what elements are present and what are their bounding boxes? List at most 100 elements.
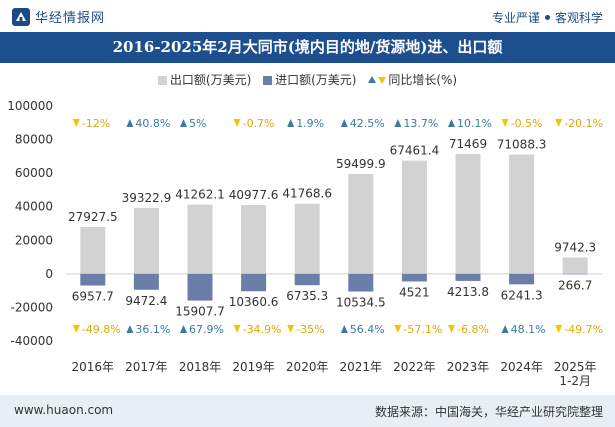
export-yoy-label: 10.1% (457, 117, 492, 130)
legend-yoy-label: 同比增长(%) (388, 73, 458, 87)
export-yoy-label: 5% (189, 117, 206, 130)
import-value-label: 15907.7 (175, 305, 225, 319)
export-bar (455, 153, 481, 274)
brand-name: 华经情报网 (35, 11, 106, 26)
import-bar (241, 273, 267, 292)
export-value-label: 39322.9 (122, 191, 172, 205)
footer-url[interactable]: www.huaon.com (14, 403, 114, 417)
yoy-down-triangle-icon (394, 325, 402, 333)
import-yoy-label: -34.9% (243, 323, 282, 336)
import-swatch-icon (263, 76, 273, 85)
x-tick-label: 1-2月 (559, 374, 591, 388)
down-triangle-icon (378, 77, 387, 84)
y-tick-label: 100000 (7, 99, 53, 113)
yoy-up-triangle-icon (180, 325, 187, 333)
import-value-label: 6957.7 (72, 290, 114, 304)
import-bar (187, 273, 213, 301)
export-bar (509, 154, 535, 274)
chart-legend: 出口额(万美元) 进口额(万美元) 同比增长(%) (0, 71, 615, 88)
export-yoy-label: 13.7% (403, 117, 438, 130)
export-swatch-icon (157, 76, 167, 85)
x-tick-label: 2022年 (393, 360, 436, 374)
import-value-label: 9472.4 (125, 294, 167, 308)
yoy-down-triangle-icon (72, 325, 80, 333)
y-tick-label: 60000 (15, 166, 53, 180)
x-tick-label: 2019年 (232, 360, 275, 374)
import-value-label: 10534.5 (336, 296, 386, 310)
yoy-up-triangle-icon (394, 119, 402, 127)
import-bar (133, 273, 159, 290)
yoy-down-triangle-icon (448, 325, 455, 333)
export-yoy-label: 42.5% (350, 117, 385, 130)
yoy-down-triangle-icon (233, 119, 241, 127)
yoy-up-triangle-icon (501, 325, 509, 333)
yoy-down-triangle-icon (72, 119, 80, 127)
yoy-down-triangle-icon (233, 325, 241, 333)
import-bar (509, 273, 535, 285)
legend-yoy[interactable]: 同比增长(%) (368, 71, 457, 88)
export-bar (401, 160, 427, 274)
yoy-down-triangle-icon (555, 119, 563, 127)
export-bar (562, 257, 588, 274)
yoy-up-triangle-icon (287, 119, 295, 127)
import-value-label: 6735.3 (286, 289, 328, 303)
export-yoy-label: 40.8% (135, 117, 170, 130)
legend-import-label: 进口额(万美元) (275, 73, 357, 87)
import-yoy-label: 36.1% (135, 323, 170, 336)
export-yoy-label: -12% (82, 117, 110, 130)
import-yoy-label: -35% (296, 323, 324, 336)
export-bar (294, 203, 320, 274)
x-tick-label: 2016年 (72, 360, 115, 374)
chart-title: 2016-2025年2月大同市(境内目的地/货源地)进、出口额 (0, 32, 615, 63)
export-yoy-label: -20.1% (564, 117, 603, 130)
separator-dot-icon (544, 15, 550, 20)
y-tick-label: 40000 (15, 200, 53, 214)
tagline-right: 客观科学 (554, 11, 603, 25)
import-yoy-label: 48.1% (511, 323, 546, 336)
yoy-down-triangle-icon (501, 119, 509, 127)
yoy-up-triangle-icon (448, 119, 455, 127)
import-value-label: 4521 (399, 285, 430, 299)
legend-import[interactable]: 进口额(万美元) (263, 71, 356, 88)
export-bar (187, 204, 213, 274)
yoy-down-triangle-icon (287, 325, 295, 333)
import-yoy-label: 67.9% (189, 323, 224, 336)
yoy-up-triangle-icon (126, 119, 134, 127)
tagline: 专业严谨 客观科学 (492, 9, 603, 26)
export-bar (80, 226, 106, 274)
huajing-logo-icon (12, 7, 30, 26)
yoy-up-triangle-icon (126, 325, 134, 333)
brand[interactable]: 华经情报网 (12, 7, 105, 26)
import-bar (294, 273, 320, 286)
export-value-label: 71469 (449, 137, 487, 151)
export-value-label: 59499.9 (336, 157, 386, 171)
import-bar (401, 273, 427, 282)
export-yoy-label: -0.5% (511, 117, 543, 130)
export-yoy-label: -0.7% (243, 117, 275, 130)
export-bar (348, 173, 374, 274)
bar-chart: 100000 80000 60000 40000 20000 0 -20000 -40000 2… (7, 99, 603, 388)
import-yoy-label: -49.8% (82, 323, 121, 336)
y-tick-label: -40000 (10, 334, 53, 348)
y-tick-label: 20000 (15, 233, 53, 247)
export-yoy-label: 1.9% (296, 117, 324, 130)
y-tick-label: 0 (45, 267, 53, 281)
export-value-label: 41262.1 (175, 188, 225, 202)
x-tick-label: 2024年 (500, 360, 543, 374)
export-bar (133, 207, 159, 274)
legend-export[interactable]: 出口额(万美元) (157, 71, 251, 88)
y-tick-label: -20000 (10, 300, 53, 314)
up-triangle-icon (368, 76, 377, 83)
import-bar (455, 273, 481, 281)
x-tick-label: 2023年 (447, 360, 490, 374)
export-value-label: 27927.5 (68, 210, 118, 224)
import-bar (80, 273, 106, 286)
export-value-label: 71088.3 (497, 138, 547, 152)
export-value-label: 67461.4 (390, 144, 440, 158)
export-value-label: 40977.6 (229, 188, 279, 202)
export-bar (241, 205, 267, 274)
export-value-label: 9742.3 (554, 241, 596, 255)
x-tick-label: 2021年 (340, 360, 383, 374)
x-tick-label: 2018年 (179, 360, 222, 374)
import-value-label: 266.7 (558, 278, 592, 292)
